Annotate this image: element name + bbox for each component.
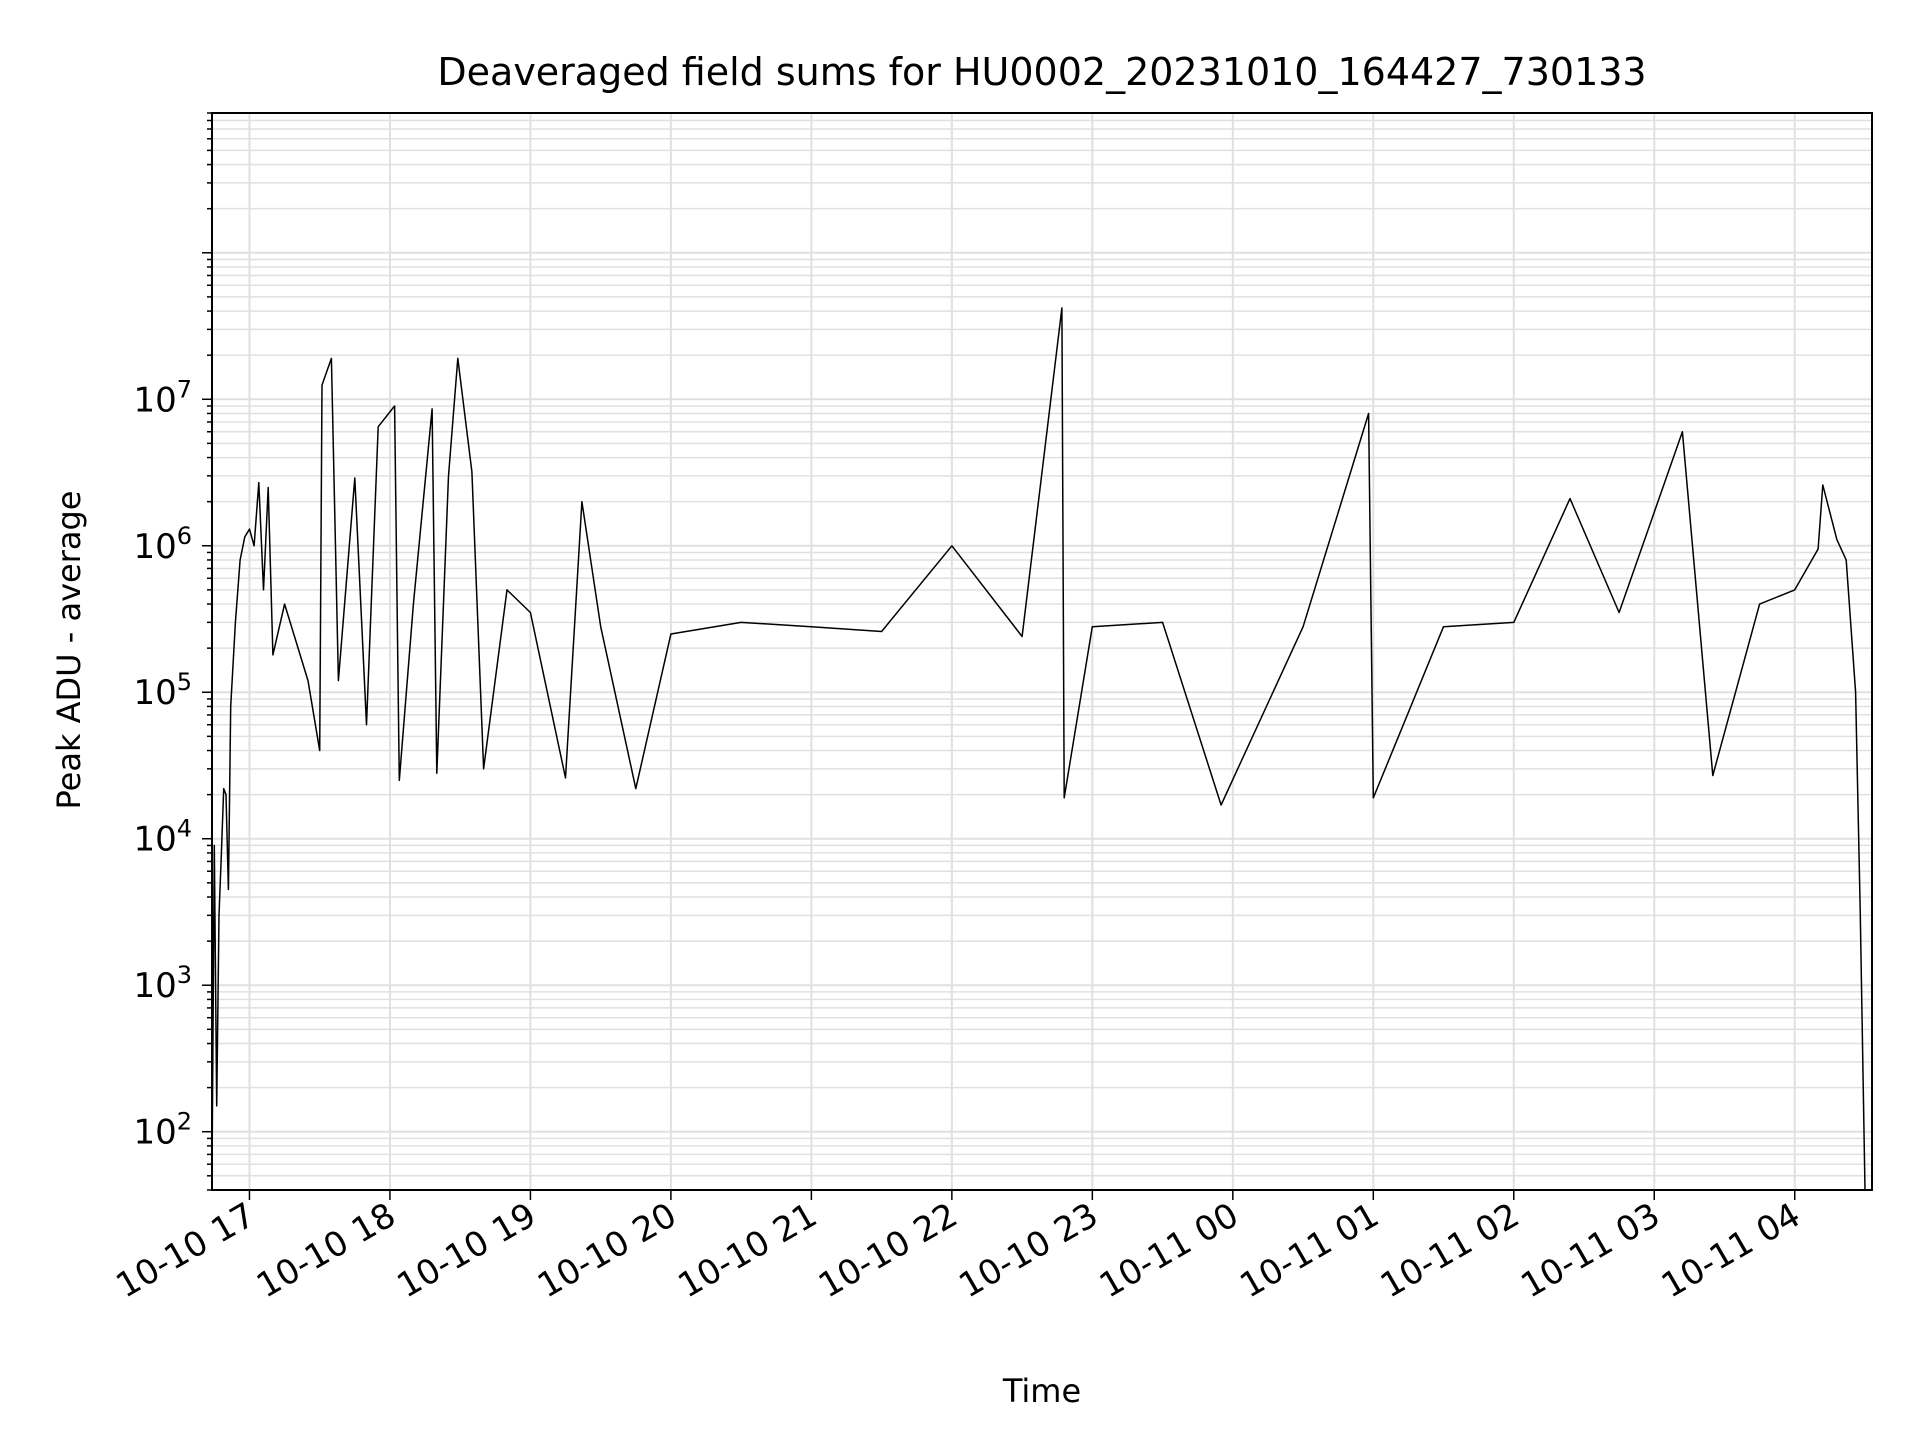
chart-title: Deaveraged field sums for HU0002_2023101…: [437, 50, 1646, 94]
y-tick-label: 105: [133, 668, 192, 713]
grid-layer: [212, 112, 1872, 1191]
plot-frame: [211, 112, 1873, 1191]
y-tick-label: 102: [133, 1108, 192, 1153]
y-tick-label: 106: [133, 522, 192, 567]
y-tick-label: 104: [133, 815, 192, 860]
y-tick-label: 107: [133, 375, 192, 420]
x-axis-label: Time: [1002, 1372, 1081, 1410]
series-line: [211, 307, 1866, 1191]
y-tick-label: 103: [133, 961, 192, 1006]
y-axis-label: Peak ADU - average: [50, 491, 88, 810]
series-layer: [211, 307, 1866, 1191]
